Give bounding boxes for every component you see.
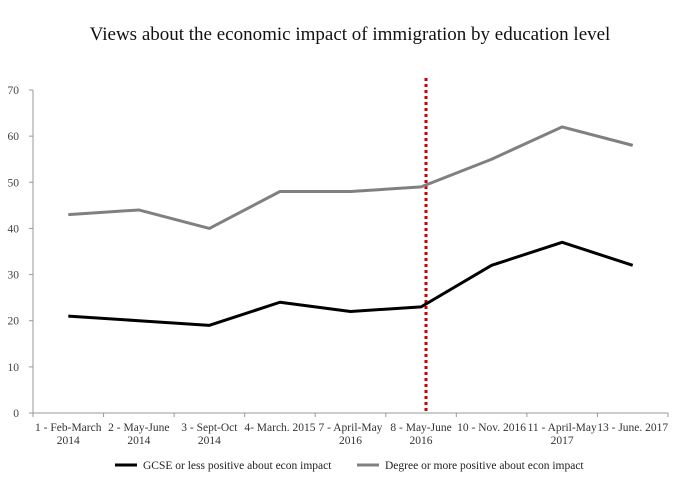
x-tick-label-line: 2016 (410, 435, 433, 447)
x-tick-label-line: 2014 (57, 435, 80, 447)
y-tick-label: 20 (8, 316, 20, 328)
x-tick-label-line: 8 - May-June (390, 422, 451, 434)
x-tick-label: 11 - April-May 2017 (528, 422, 597, 447)
legend-label: GCSE or less positive about econ impact (143, 460, 332, 472)
y-tick-label: 60 (8, 131, 20, 143)
x-tick-label: 4- March. 2015 (244, 422, 315, 434)
x-tick-label-line: 2017 (551, 435, 574, 447)
x-tick-label: 7 - April-May 2016 (319, 422, 383, 447)
legend: GCSE or less positive about econ impact D… (115, 460, 584, 472)
chart-title: Views about the economic impact of immig… (90, 24, 611, 45)
x-tick-label: 3 - Sept-Oct 2014 (181, 422, 238, 447)
y-tick-label: 10 (8, 362, 20, 374)
x-tick-label-line: 4- March. 2015 (244, 422, 315, 434)
y-tick-label: 70 (8, 85, 20, 97)
y-tick-label: 0 (13, 408, 19, 420)
x-tick-label: 2 - May-June 2014 (108, 422, 169, 447)
x-tick-label: 10 - Nov. 2016 (457, 422, 526, 434)
y-tick-label: 30 (8, 270, 20, 282)
x-tick-label-line: 13 - June. 2017 (597, 422, 668, 434)
legend-label: Degree or more positive about econ impac… (385, 460, 584, 472)
x-tick-label: 8 - May-June 2016 (390, 422, 451, 447)
x-tick-label-line: 2016 (339, 435, 362, 447)
x-tick-label-line: 2 - May-June (108, 422, 169, 434)
x-tick-label-line: 1 - Feb-March (35, 422, 102, 434)
x-tick-label-line: 11 - April-May (528, 422, 597, 434)
x-tick-label-line: 10 - Nov. 2016 (457, 422, 526, 434)
x-tick-label-line: 3 - Sept-Oct (181, 422, 238, 434)
y-tick-label: 50 (8, 177, 20, 189)
series-group (68, 125, 634, 327)
x-tick-label-line: 7 - April-May (319, 422, 383, 434)
y-tick-label: 40 (8, 223, 20, 235)
x-tick-label-line: 2014 (198, 435, 221, 447)
series-line-2 (68, 125, 634, 230)
x-tick-label: 13 - June. 2017 (597, 422, 668, 434)
x-tick-label-line: 2014 (127, 435, 150, 447)
series-line-1 (68, 240, 634, 327)
x-tick-label: 1 - Feb-March 2014 (35, 422, 102, 447)
